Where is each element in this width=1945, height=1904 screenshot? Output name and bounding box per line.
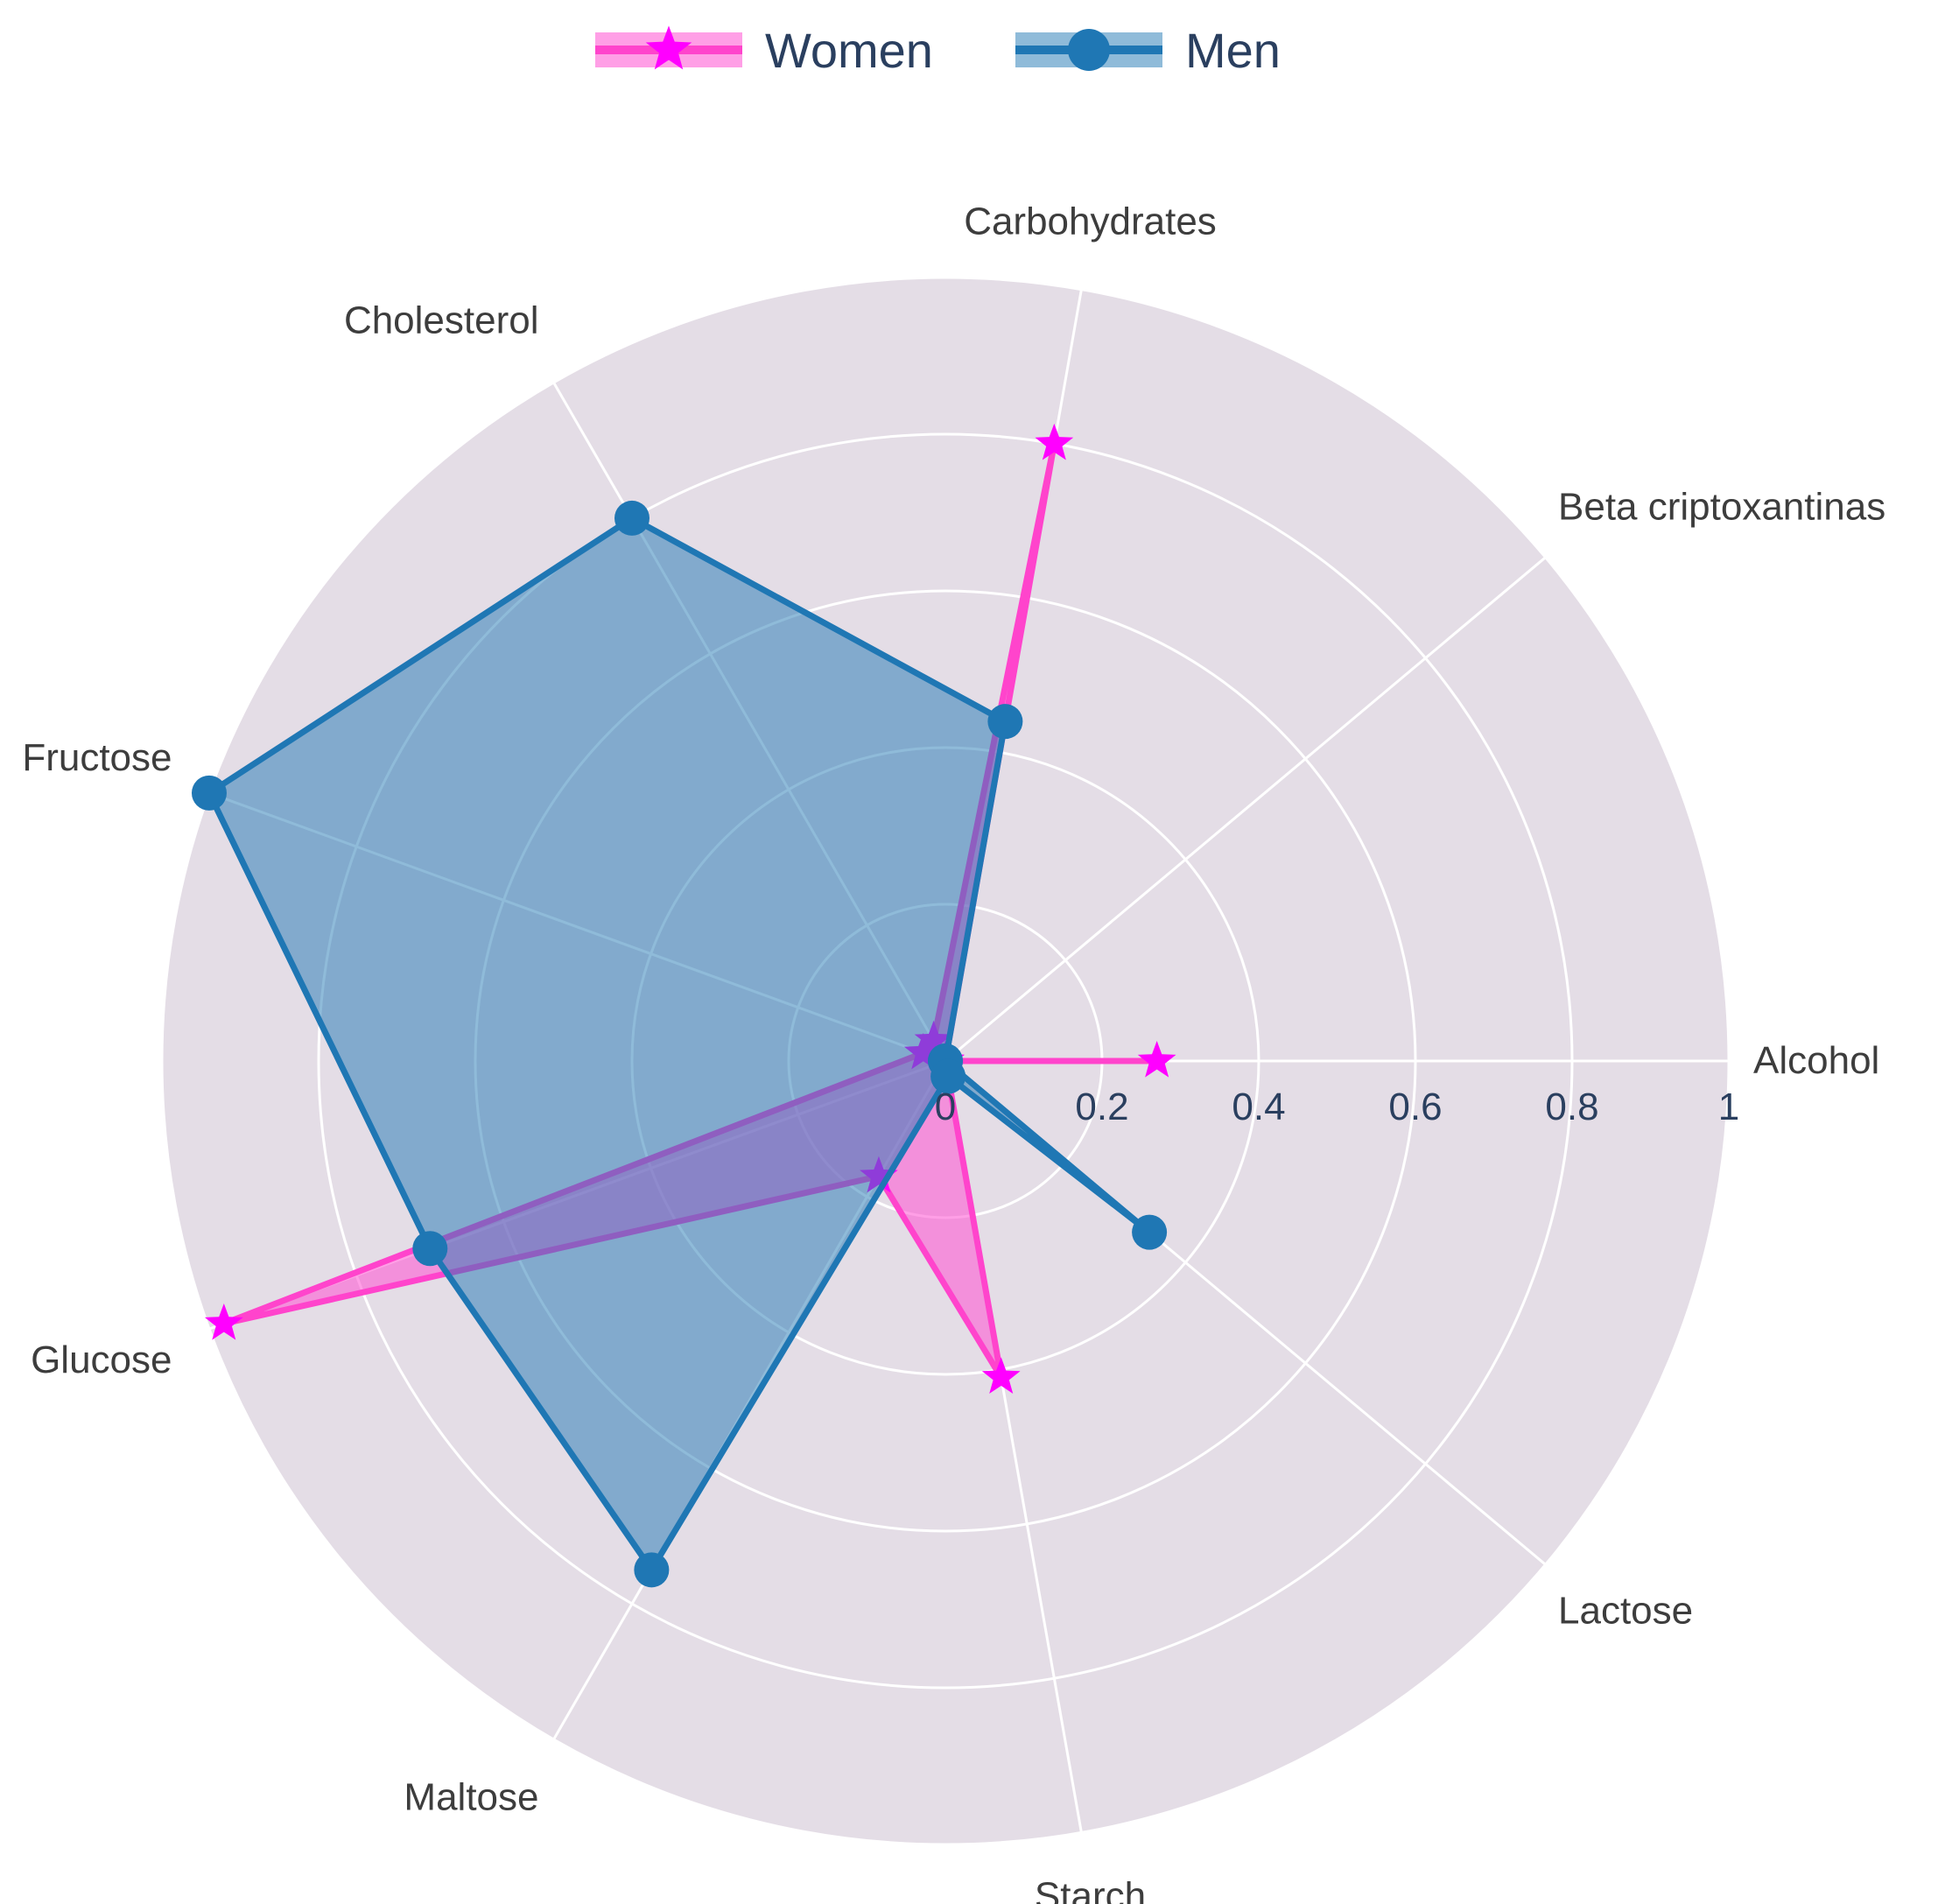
- data-point-maltose: [634, 1552, 670, 1588]
- category-labels: Alcohol Beta criptoxantinas Carbohydrates C…: [22, 200, 1885, 1904]
- category-label: Maltose: [404, 1775, 538, 1818]
- category-label: Carbohydrates: [964, 200, 1217, 243]
- legend-marker: [1068, 29, 1110, 71]
- data-point-cholesterol: [614, 500, 650, 536]
- legend-item-women[interactable]: Women: [595, 23, 933, 78]
- data-point-carbohydrates: [1035, 423, 1074, 460]
- data-point-carbohydrates: [987, 704, 1023, 740]
- legend-item-men[interactable]: Men: [1015, 23, 1281, 78]
- category-label: Starch: [1035, 1875, 1146, 1904]
- category-label: Lactose: [1558, 1590, 1693, 1633]
- legend-label: Women: [765, 23, 933, 78]
- radial-tick-label: 0.2: [1075, 1085, 1128, 1128]
- category-label: Fructose: [22, 736, 172, 779]
- data-point-glucose: [412, 1231, 448, 1267]
- data-point-fructose: [191, 775, 227, 811]
- radial-tick-label: 1: [1718, 1085, 1739, 1128]
- data-point-starch: [930, 1058, 966, 1094]
- legend-marker: [645, 25, 692, 70]
- radial-tick-label: 0.8: [1545, 1085, 1598, 1128]
- legend: Women Men: [595, 23, 1281, 78]
- radial-tick-label: 0.6: [1388, 1085, 1442, 1128]
- radial-tick-labels: 0 0.2 0.4 0.6 0.8 1: [935, 1085, 1739, 1128]
- data-point-alcohol: [1137, 1041, 1176, 1078]
- series-layer: [191, 423, 1176, 1588]
- category-label: Beta criptoxantinas: [1558, 485, 1885, 528]
- category-label: Cholesterol: [344, 299, 539, 342]
- series-area: [223, 443, 1157, 1378]
- category-label: Alcohol: [1753, 1039, 1879, 1082]
- data-point-lactose: [1132, 1214, 1168, 1250]
- data-point-glucose: [204, 1303, 243, 1340]
- radial-tick-label: 0.4: [1232, 1085, 1285, 1128]
- series-area: [208, 517, 1150, 1570]
- grid-spoke: [944, 556, 1547, 1063]
- category-label: Glucose: [31, 1338, 172, 1381]
- radial-tick-label: 0: [935, 1085, 956, 1128]
- data-point-starch: [981, 1357, 1021, 1394]
- series-men: [191, 500, 1168, 1588]
- legend-label: Men: [1185, 23, 1281, 78]
